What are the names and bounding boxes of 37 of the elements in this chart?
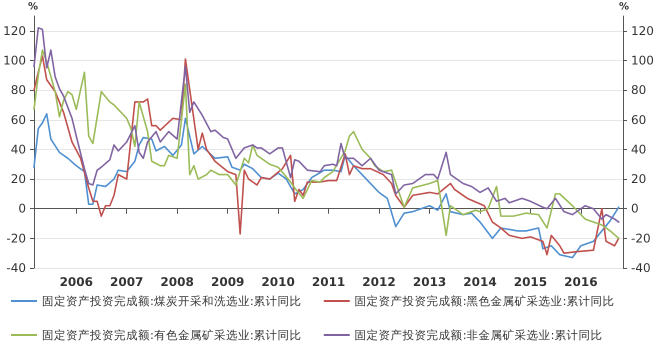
y-axis-title: %: [28, 2, 38, 12]
x-tick-label: 2006: [60, 275, 93, 289]
y-tick-label: 80: [10, 83, 26, 98]
y2-tick-label: 40: [631, 142, 646, 156]
y2-tick-label: 80: [631, 83, 646, 98]
legend-label: 固定资产投资完成额:煤炭开采和洗选业:累计同比: [42, 294, 302, 308]
y2-tick-label: -20: [631, 231, 651, 246]
y2-tick-label: 120: [631, 24, 654, 38]
line-series: [33, 27, 620, 223]
y-tick-label: 40: [10, 142, 26, 156]
y-tick-label: 60: [10, 112, 26, 127]
y-tick-label: 0: [18, 202, 26, 216]
y2-axis-title: %: [619, 2, 630, 12]
y-tick-label: -20: [6, 231, 26, 246]
x-tick-label: 2008: [160, 275, 194, 289]
y2-tick-label: 60: [631, 112, 646, 127]
x-tick-label: 2016: [564, 275, 598, 289]
x-tick-label: 2007: [110, 275, 144, 289]
legend-label: 固定资产投资完成额:黑色金属矿采选业:累计同比: [354, 294, 614, 308]
x-tick-label: 2013: [412, 275, 446, 289]
y-tick-label: 20: [10, 172, 26, 186]
y-tick-label: 100: [3, 53, 26, 68]
y2-tick-label: 100: [631, 53, 654, 68]
legend-label: 固定资产投资完成额:非金属矿采选业:累计同比: [354, 328, 602, 342]
x-tick-label: 2009: [211, 275, 244, 289]
y2-tick-label: -40: [631, 261, 651, 275]
y-tick-label: 120: [3, 24, 26, 38]
line-series: [33, 113, 620, 258]
y-tick-label: -40: [6, 261, 26, 275]
x-tick-label: 2012: [362, 275, 396, 289]
y2-tick-label: 0: [631, 202, 639, 216]
x-tick-label: 2015: [514, 275, 548, 289]
x-tick-label: 2014: [463, 275, 497, 289]
y2-tick-label: 20: [631, 172, 646, 186]
legend-label: 固定资产投资完成额:有色金属矿采选业:累计同比: [42, 328, 302, 342]
x-tick-label: 2010: [261, 275, 295, 289]
x-tick-label: 2011: [312, 275, 346, 289]
